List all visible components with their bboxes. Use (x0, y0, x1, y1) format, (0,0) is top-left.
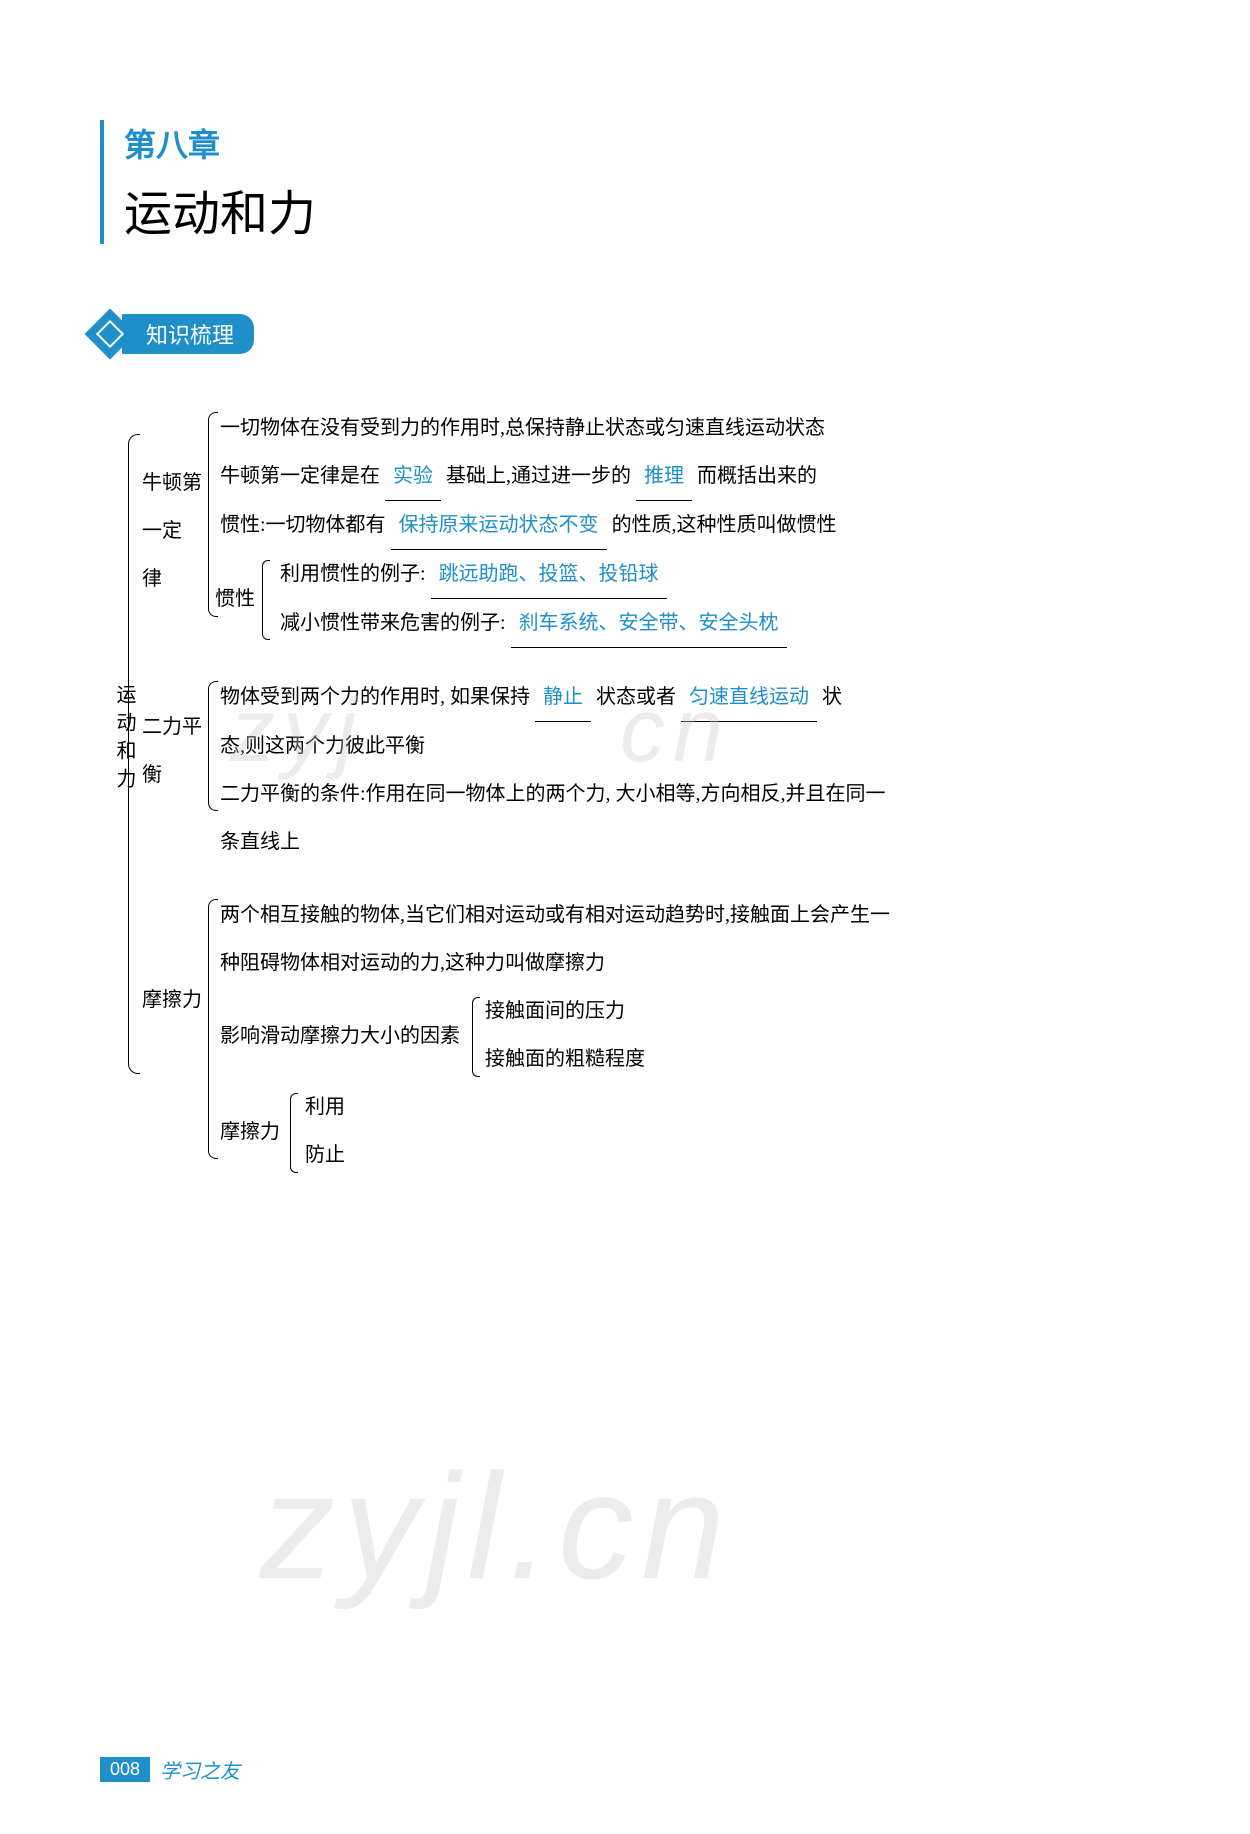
bracket (262, 560, 270, 640)
text-line: 防止 (305, 1131, 1150, 1179)
text-line: 条直线上 (220, 818, 1150, 866)
sub-label: 惯性 (215, 575, 255, 623)
chapter-number: 第八章 (124, 120, 1150, 166)
text-line: 态,则这两个力彼此平衡 (220, 722, 1150, 770)
text-line: 二力平衡的条件:作用在同一物体上的两个力, 大小相等,方向相反,并且在同一 (220, 770, 1150, 818)
chapter-title: 运动和力 (124, 174, 1150, 244)
fill-blank: 跳远助跑、投篮、投铅球 (431, 550, 667, 599)
factors-label: 影响滑动摩擦力大小的因素 (220, 1012, 460, 1060)
text-line: 接触面的粗糙程度 (485, 1035, 1150, 1083)
page-footer: 008 学习之友 (100, 1755, 240, 1784)
text-line: 接触面间的压力 (485, 987, 1150, 1035)
fill-blank: 刹车系统、安全带、安全头枕 (511, 599, 787, 648)
text-line: 种阻碍物体相对运动的力,这种力叫做摩擦力 (220, 939, 1150, 987)
branch-balance: 二力平衡 物体受到两个力的作用时, 如果保持 静止 状态或者 匀速直线运动 状 … (150, 673, 1150, 866)
sub-branch-factors: 影响滑动摩擦力大小的因素 接触面间的压力 接触面的粗糙程度 (220, 987, 1150, 1083)
branch-label-balance: 二力平衡 (142, 703, 212, 799)
text-line: 减小惯性带来危害的例子: 刹车系统、安全带、安全头枕 (280, 599, 1150, 648)
text-line: 惯性:一切物体都有 保持原来运动状态不变 的性质,这种性质叫做惯性 (220, 501, 1150, 550)
text-line: 利用惯性的例子: 跳远助跑、投篮、投铅球 (280, 550, 1150, 599)
footer-text: 学习之友 (160, 1755, 240, 1784)
text-line: 一切物体在没有受到力的作用时,总保持静止状态或匀速直线运动状态 (220, 404, 1150, 452)
branch-newton: 牛顿第一定 律 一切物体在没有受到力的作用时,总保持静止状态或匀速直线运动状态 … (150, 404, 1150, 648)
bracket (290, 1093, 298, 1173)
branch-label-friction: 摩擦力 (142, 976, 212, 1024)
bracket (472, 997, 480, 1077)
branch-label-newton: 牛顿第一定 律 (142, 459, 212, 603)
watermark: zyjl.cn (260, 1440, 733, 1613)
sub-label: 摩擦力 (220, 1108, 280, 1156)
page-number: 008 (100, 1757, 150, 1782)
badge-text: 知识梳理 (122, 314, 254, 354)
fill-blank: 保持原来运动状态不变 (391, 501, 607, 550)
fill-blank: 实验 (385, 452, 441, 501)
concept-diagram: 运动和力 牛顿第一定 律 一切物体在没有受到力的作用时,总保持静止状态或匀速直线… (110, 404, 1150, 1179)
fill-blank: 静止 (535, 673, 591, 722)
sub-branch-friction: 摩擦力 利用 防止 (220, 1083, 1150, 1179)
fill-blank: 推理 (636, 452, 692, 501)
root-label: 运动和力 (100, 684, 148, 796)
section-badge: 知识梳理 (92, 314, 254, 354)
branch-friction: 摩擦力 两个相互接触的物体,当它们相对运动或有相对运动趋势时,接触面上会产生一 … (150, 891, 1150, 1179)
text-line: 两个相互接触的物体,当它们相对运动或有相对运动趋势时,接触面上会产生一 (220, 891, 1150, 939)
fill-blank: 匀速直线运动 (681, 673, 817, 722)
text-line: 牛顿第一定律是在 实验 基础上,通过进一步的 推理 而概括出来的 (220, 452, 1150, 501)
text-line: 物体受到两个力的作用时, 如果保持 静止 状态或者 匀速直线运动 状 (220, 673, 1150, 722)
sub-branch-inertia: 惯性 利用惯性的例子: 跳远助跑、投篮、投铅球 减小惯性带来危害的例子: 刹车系… (220, 550, 1150, 648)
text-line: 利用 (305, 1083, 1150, 1131)
bracket-root (128, 434, 140, 1074)
chapter-header: 第八章 运动和力 (100, 120, 1150, 244)
bracket (208, 681, 218, 811)
bracket (208, 899, 218, 1159)
